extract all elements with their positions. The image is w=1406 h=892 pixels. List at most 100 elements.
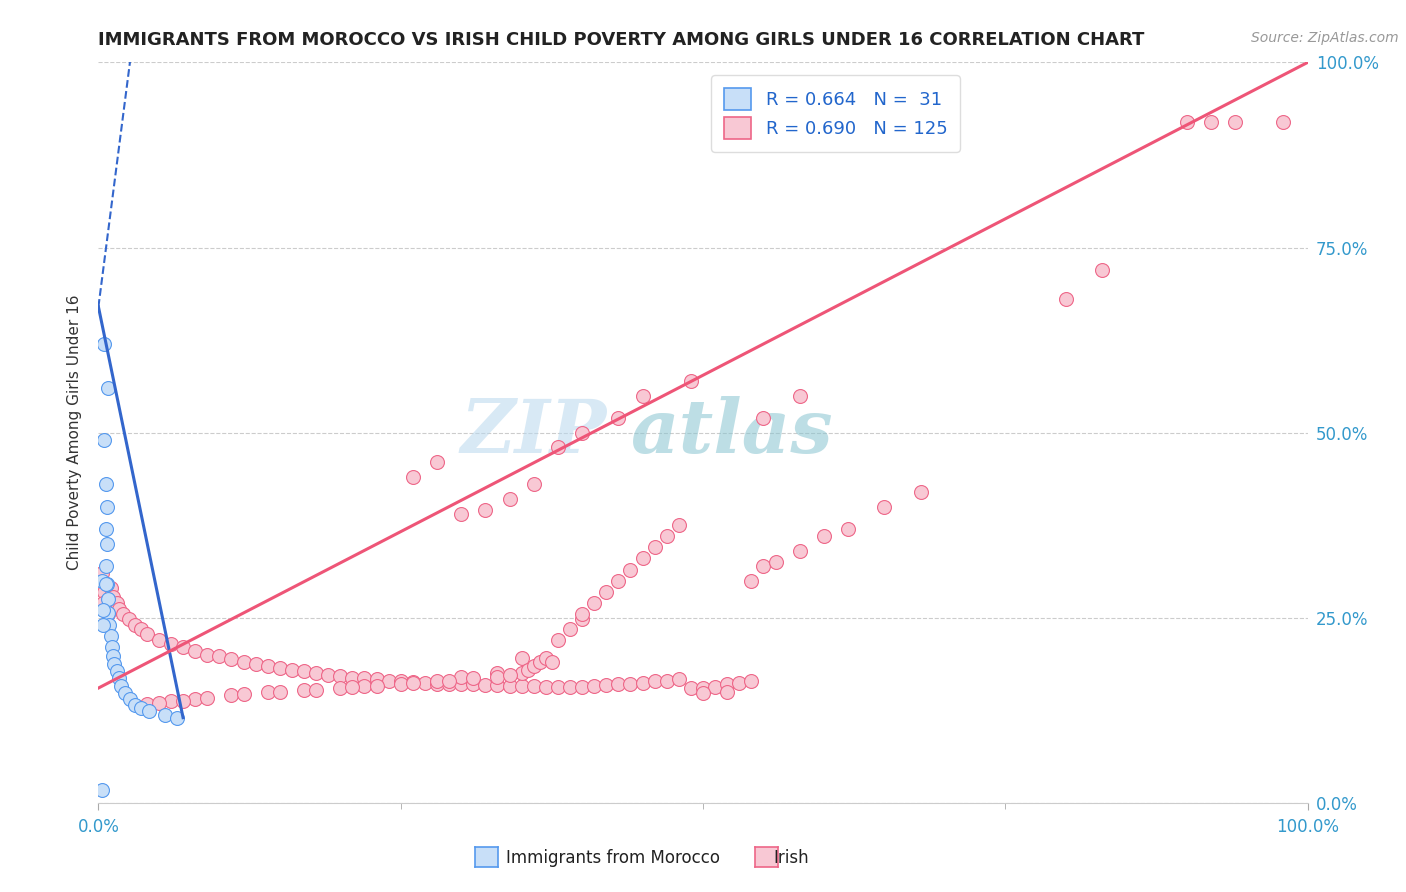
Point [607,574,630,588]
Point [118,612,141,626]
Point [105,596,128,610]
Point [148,696,170,710]
Point [595,678,617,692]
Point [195,648,218,662]
Point [129,622,152,636]
Point [558,680,581,694]
Point [655,529,678,543]
Point [813,529,835,543]
Point [208,649,231,664]
Point [160,694,183,708]
Point [389,674,412,689]
Point [668,518,690,533]
Point [353,672,375,686]
Point [534,651,557,665]
Point [583,596,606,610]
Point [329,681,352,695]
Point [547,680,569,694]
Point [166,711,188,725]
Point [256,685,278,699]
Point [450,677,472,691]
Point [704,680,727,694]
Point [100,581,122,595]
Point [111,607,134,621]
Point [510,679,533,693]
Point [91,599,114,614]
Point [138,704,160,718]
Point [329,669,352,683]
Point [91,783,114,797]
Point [94,558,117,573]
Point [96,500,118,514]
Point [1272,114,1295,128]
Point [765,555,787,569]
Point [547,632,569,647]
Point [105,664,128,678]
Point [540,655,562,669]
Point [96,536,118,550]
Point [558,622,581,636]
Point [108,602,131,616]
Point [94,477,117,491]
Point [450,507,472,521]
Point [110,679,132,693]
Point [619,563,641,577]
Point [595,584,617,599]
Point [910,484,932,499]
Point [153,708,176,723]
Point [728,676,751,690]
Point [148,632,170,647]
Point [1091,262,1114,277]
Point [402,676,425,690]
Point [100,640,122,655]
Point [437,676,460,690]
Point [93,584,115,599]
Point [342,671,364,685]
Text: Irish: Irish [773,849,808,867]
Text: IMMIGRANTS FROM MOROCCO VS IRISH CHILD POVERTY AMONG GIRLS UNDER 16 CORRELATION : IMMIGRANTS FROM MOROCCO VS IRISH CHILD P… [98,31,1144,49]
Point [100,629,122,643]
Point [607,677,630,691]
Point [269,685,291,699]
Point [474,503,496,517]
Point [789,544,811,558]
Point [316,667,339,681]
Point [172,693,194,707]
Point [269,661,291,675]
Point [342,681,364,695]
Point [256,658,278,673]
Point [486,666,509,681]
Point [101,649,124,664]
Point [1054,293,1077,307]
Point [716,677,738,691]
Point [124,618,146,632]
Point [245,657,267,671]
Point [510,666,533,681]
Point [426,455,449,469]
Point [93,433,115,447]
Point [789,388,811,402]
Point [366,679,388,693]
Text: Source: ZipAtlas.com: Source: ZipAtlas.com [1251,31,1399,45]
Point [402,470,425,484]
Point [305,682,328,697]
Point [450,670,472,684]
Point [740,574,762,588]
Point [97,607,120,621]
Point [108,672,131,686]
Point [172,640,194,655]
Point [426,673,449,688]
Point [571,607,593,621]
Point [571,680,593,694]
Point [94,522,117,536]
Point [655,673,678,688]
Point [463,672,485,686]
Point [873,500,896,514]
Point [607,410,630,425]
Point [426,676,449,690]
Point [413,676,436,690]
Point [571,425,593,440]
Point [529,655,551,669]
Point [91,603,114,617]
Point [184,692,207,706]
